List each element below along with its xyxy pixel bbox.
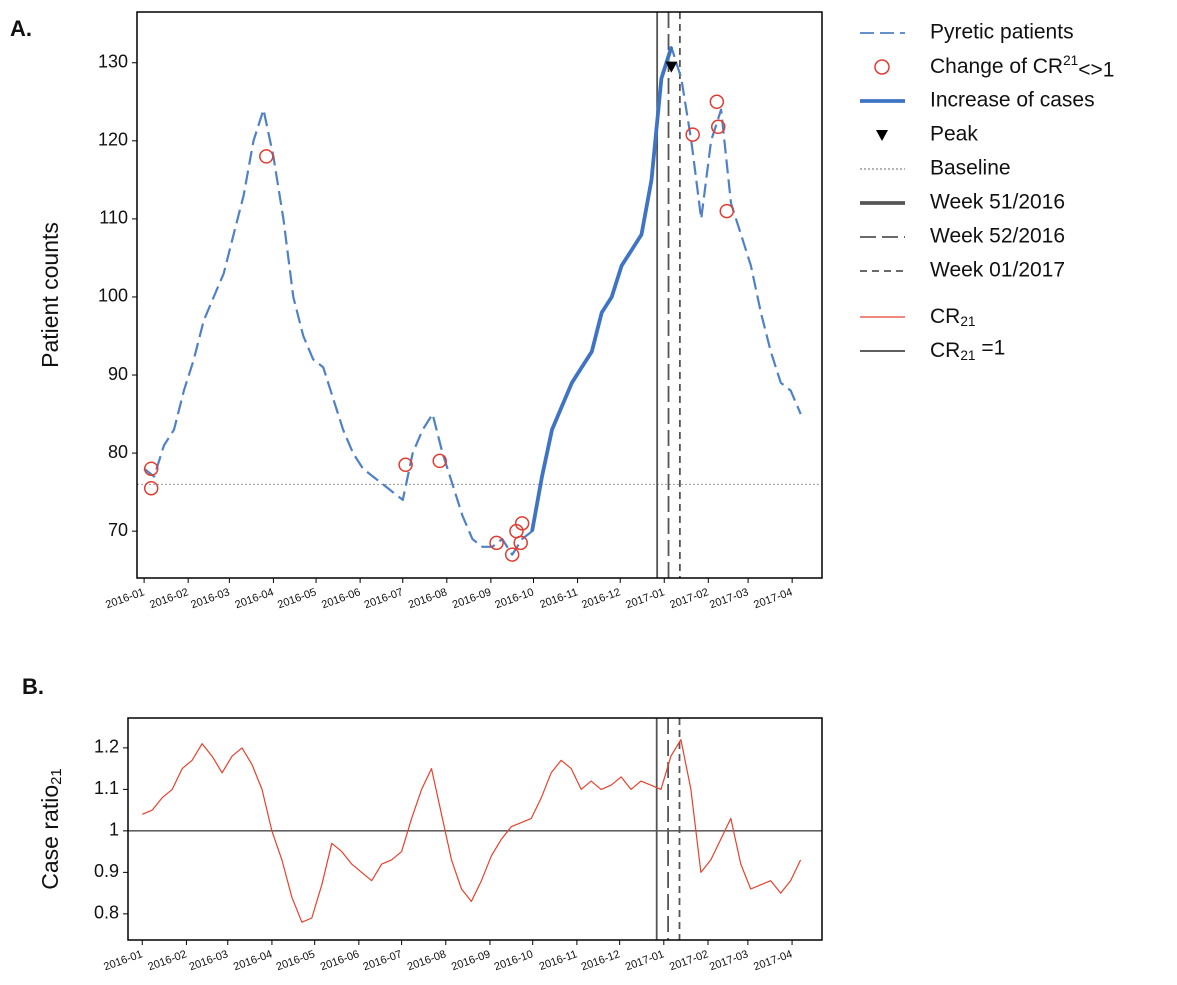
x-tick-label: 2017-03 bbox=[708, 948, 750, 973]
y-tick-label: 120 bbox=[98, 130, 128, 150]
change-marker bbox=[711, 119, 726, 135]
legend-swatch bbox=[874, 59, 890, 75]
x-tick-label: 2016-09 bbox=[451, 586, 493, 611]
change-marker bbox=[398, 457, 413, 473]
change-marker bbox=[514, 516, 530, 531]
legend-swatch bbox=[876, 130, 888, 141]
y-axis-label: Patient counts bbox=[37, 222, 63, 368]
change-marker bbox=[513, 535, 528, 551]
legend-label: Increase of cases bbox=[930, 89, 1095, 112]
legend-label: Week 01/2017 bbox=[930, 259, 1065, 282]
x-tick-label: 2016-03 bbox=[189, 586, 231, 611]
change-marker bbox=[143, 480, 159, 496]
change-marker bbox=[489, 535, 504, 551]
y-tick-label: 100 bbox=[98, 286, 128, 306]
x-tick-label: 2016-05 bbox=[276, 586, 318, 611]
y-tick-label: 70 bbox=[108, 520, 128, 540]
x-tick-label: 2016-06 bbox=[319, 948, 361, 973]
x-tick-label: 2016-10 bbox=[493, 586, 535, 611]
x-tick-label: 2016-06 bbox=[320, 586, 362, 611]
x-tick-label: 2016-11 bbox=[538, 586, 579, 611]
series-line bbox=[530, 46, 674, 532]
panel-label: A. bbox=[10, 16, 32, 41]
y-tick-label: 90 bbox=[108, 364, 128, 384]
legend-label: CR21 bbox=[930, 305, 976, 329]
x-tick-label: 2016-12 bbox=[580, 948, 622, 973]
change-marker bbox=[709, 94, 725, 110]
legend-label: Baseline bbox=[930, 157, 1011, 180]
x-tick-label: 2016-05 bbox=[275, 948, 317, 973]
change-marker bbox=[685, 127, 700, 142]
change-marker bbox=[504, 547, 520, 562]
legend-label: CR21 =1 bbox=[930, 336, 1005, 362]
x-tick-label: 2016-02 bbox=[146, 948, 188, 973]
x-tick-label: 2016-01 bbox=[104, 586, 146, 611]
legend-label: Week 52/2016 bbox=[930, 225, 1065, 248]
x-tick-label: 2016-11 bbox=[538, 948, 579, 973]
y-tick-label: 1 bbox=[109, 820, 119, 840]
legend-label: Change of CR21<>1 bbox=[930, 52, 1114, 80]
x-tick-label: 2017-02 bbox=[668, 948, 710, 973]
legend-label: Week 51/2016 bbox=[930, 191, 1065, 214]
x-tick-label: 2017-01 bbox=[624, 948, 666, 973]
x-tick-label: 2017-01 bbox=[624, 586, 666, 611]
x-tick-label: 2016-03 bbox=[188, 948, 230, 973]
legend-label: Peak bbox=[930, 123, 978, 146]
y-tick-label: 1.1 bbox=[94, 778, 119, 798]
x-tick-label: 2017-03 bbox=[708, 586, 750, 611]
peak-marker bbox=[665, 61, 678, 73]
x-tick-label: 2016-07 bbox=[362, 948, 404, 973]
change-marker bbox=[432, 453, 447, 469]
x-tick-label: 2016-04 bbox=[232, 948, 274, 973]
legend-label: Pyretic patients bbox=[930, 21, 1074, 44]
panel-label: B. bbox=[22, 674, 44, 699]
series-line bbox=[143, 46, 802, 556]
x-tick-label: 2016-01 bbox=[102, 948, 144, 973]
y-axis-label: Case ratio21 bbox=[37, 768, 65, 889]
x-tick-label: 2016-08 bbox=[407, 586, 449, 611]
x-tick-label: 2016-09 bbox=[450, 948, 492, 973]
x-tick-label: 2016-02 bbox=[148, 586, 190, 611]
x-tick-label: 2016-04 bbox=[233, 586, 275, 611]
y-tick-label: 1.2 bbox=[94, 737, 119, 757]
x-tick-label: 2017-04 bbox=[752, 586, 794, 611]
x-tick-label: 2016-08 bbox=[406, 948, 448, 973]
y-tick-label: 0.9 bbox=[94, 861, 119, 881]
change-marker bbox=[143, 461, 159, 476]
x-tick-label: 2016-10 bbox=[493, 948, 535, 973]
change-marker bbox=[259, 149, 274, 164]
y-tick-label: 0.8 bbox=[94, 903, 119, 923]
y-tick-label: 80 bbox=[108, 442, 128, 462]
y-tick-label: 110 bbox=[99, 208, 128, 228]
change-marker bbox=[719, 203, 735, 219]
x-tick-label: 2017-04 bbox=[752, 948, 794, 973]
plot-frame bbox=[127, 717, 823, 941]
plot-frame bbox=[136, 11, 823, 579]
series-line bbox=[142, 739, 802, 923]
x-tick-label: 2016-07 bbox=[363, 586, 405, 611]
y-tick-label: 130 bbox=[98, 51, 128, 71]
x-tick-label: 2017-02 bbox=[668, 586, 710, 611]
x-tick-label: 2016-12 bbox=[580, 586, 622, 611]
